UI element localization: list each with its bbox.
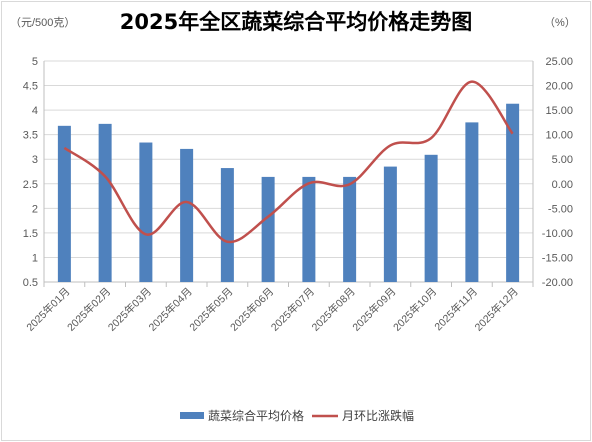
gridlines (43, 60, 534, 287)
price-bar (343, 176, 357, 282)
left-tick-label: 4 (32, 105, 38, 117)
price-bar (98, 123, 112, 283)
left-tick-label: 3.5 (23, 130, 38, 142)
price-bar (57, 125, 71, 283)
left-axis-unit: （元/500克） (10, 17, 76, 29)
right-axis-unit: （%） (544, 17, 576, 29)
chart-title: 2025年全区蔬菜综合平均价格走势图 (119, 10, 473, 34)
left-tick-label: 2.5 (23, 179, 38, 191)
left-tick-label: 1.5 (23, 228, 38, 240)
legend-bar-label: 蔬菜综合平均价格 (208, 408, 304, 423)
price-bars (57, 103, 520, 283)
right-tick-label: -15.00 (542, 252, 573, 264)
left-tick-label: 4.5 (23, 81, 38, 93)
right-tick-label: -10.00 (542, 228, 573, 240)
left-tick-label: 2 (32, 203, 38, 215)
right-tick-label: 25.00 (545, 56, 573, 68)
right-tick-label: -20.00 (542, 277, 573, 289)
price-bar (220, 168, 234, 282)
legend-bar-swatch (180, 412, 204, 419)
price-bar (465, 122, 479, 282)
left-tick-label: 5 (32, 56, 38, 68)
x-axis-label: 2025年12月 (472, 285, 521, 334)
left-tick-label: 3 (32, 154, 38, 166)
legend-line-label: 月环比涨跌幅 (342, 408, 414, 423)
right-tick-label: 20.00 (545, 81, 573, 93)
right-tick-label: 0.00 (552, 179, 573, 191)
mom-change-path (63, 80, 514, 244)
right-tick-label: 5.00 (552, 154, 573, 166)
price-bar (383, 166, 397, 282)
x-axis-label: 2025年10月 (390, 285, 439, 334)
mom-change-line (63, 80, 514, 244)
x-axis-labels: 2025年01月2025年02月2025年03月2025年04月2025年05月… (24, 285, 521, 334)
right-tick-label: -5.00 (548, 203, 573, 215)
price-bar (261, 176, 275, 282)
left-axis-ticks: 0.5 1 1.5 2 2.5 3 3.5 4 4.5 5 (23, 56, 38, 289)
left-tick-label: 0.5 (23, 277, 38, 289)
legend: 蔬菜综合平均价格 月环比涨跌幅 (180, 408, 414, 423)
right-axis-ticks: -20.00 -15.00 -10.00 -5.00 0.00 5.00 10.00 15.0… (542, 56, 573, 289)
right-tick-label: 15.00 (545, 105, 573, 117)
price-bar (139, 142, 153, 282)
price-bar (424, 154, 438, 282)
price-bar (506, 103, 520, 282)
price-bar (180, 148, 194, 282)
left-tick-label: 1 (32, 252, 38, 264)
right-tick-label: 10.00 (545, 130, 573, 142)
price-bar (302, 176, 316, 282)
